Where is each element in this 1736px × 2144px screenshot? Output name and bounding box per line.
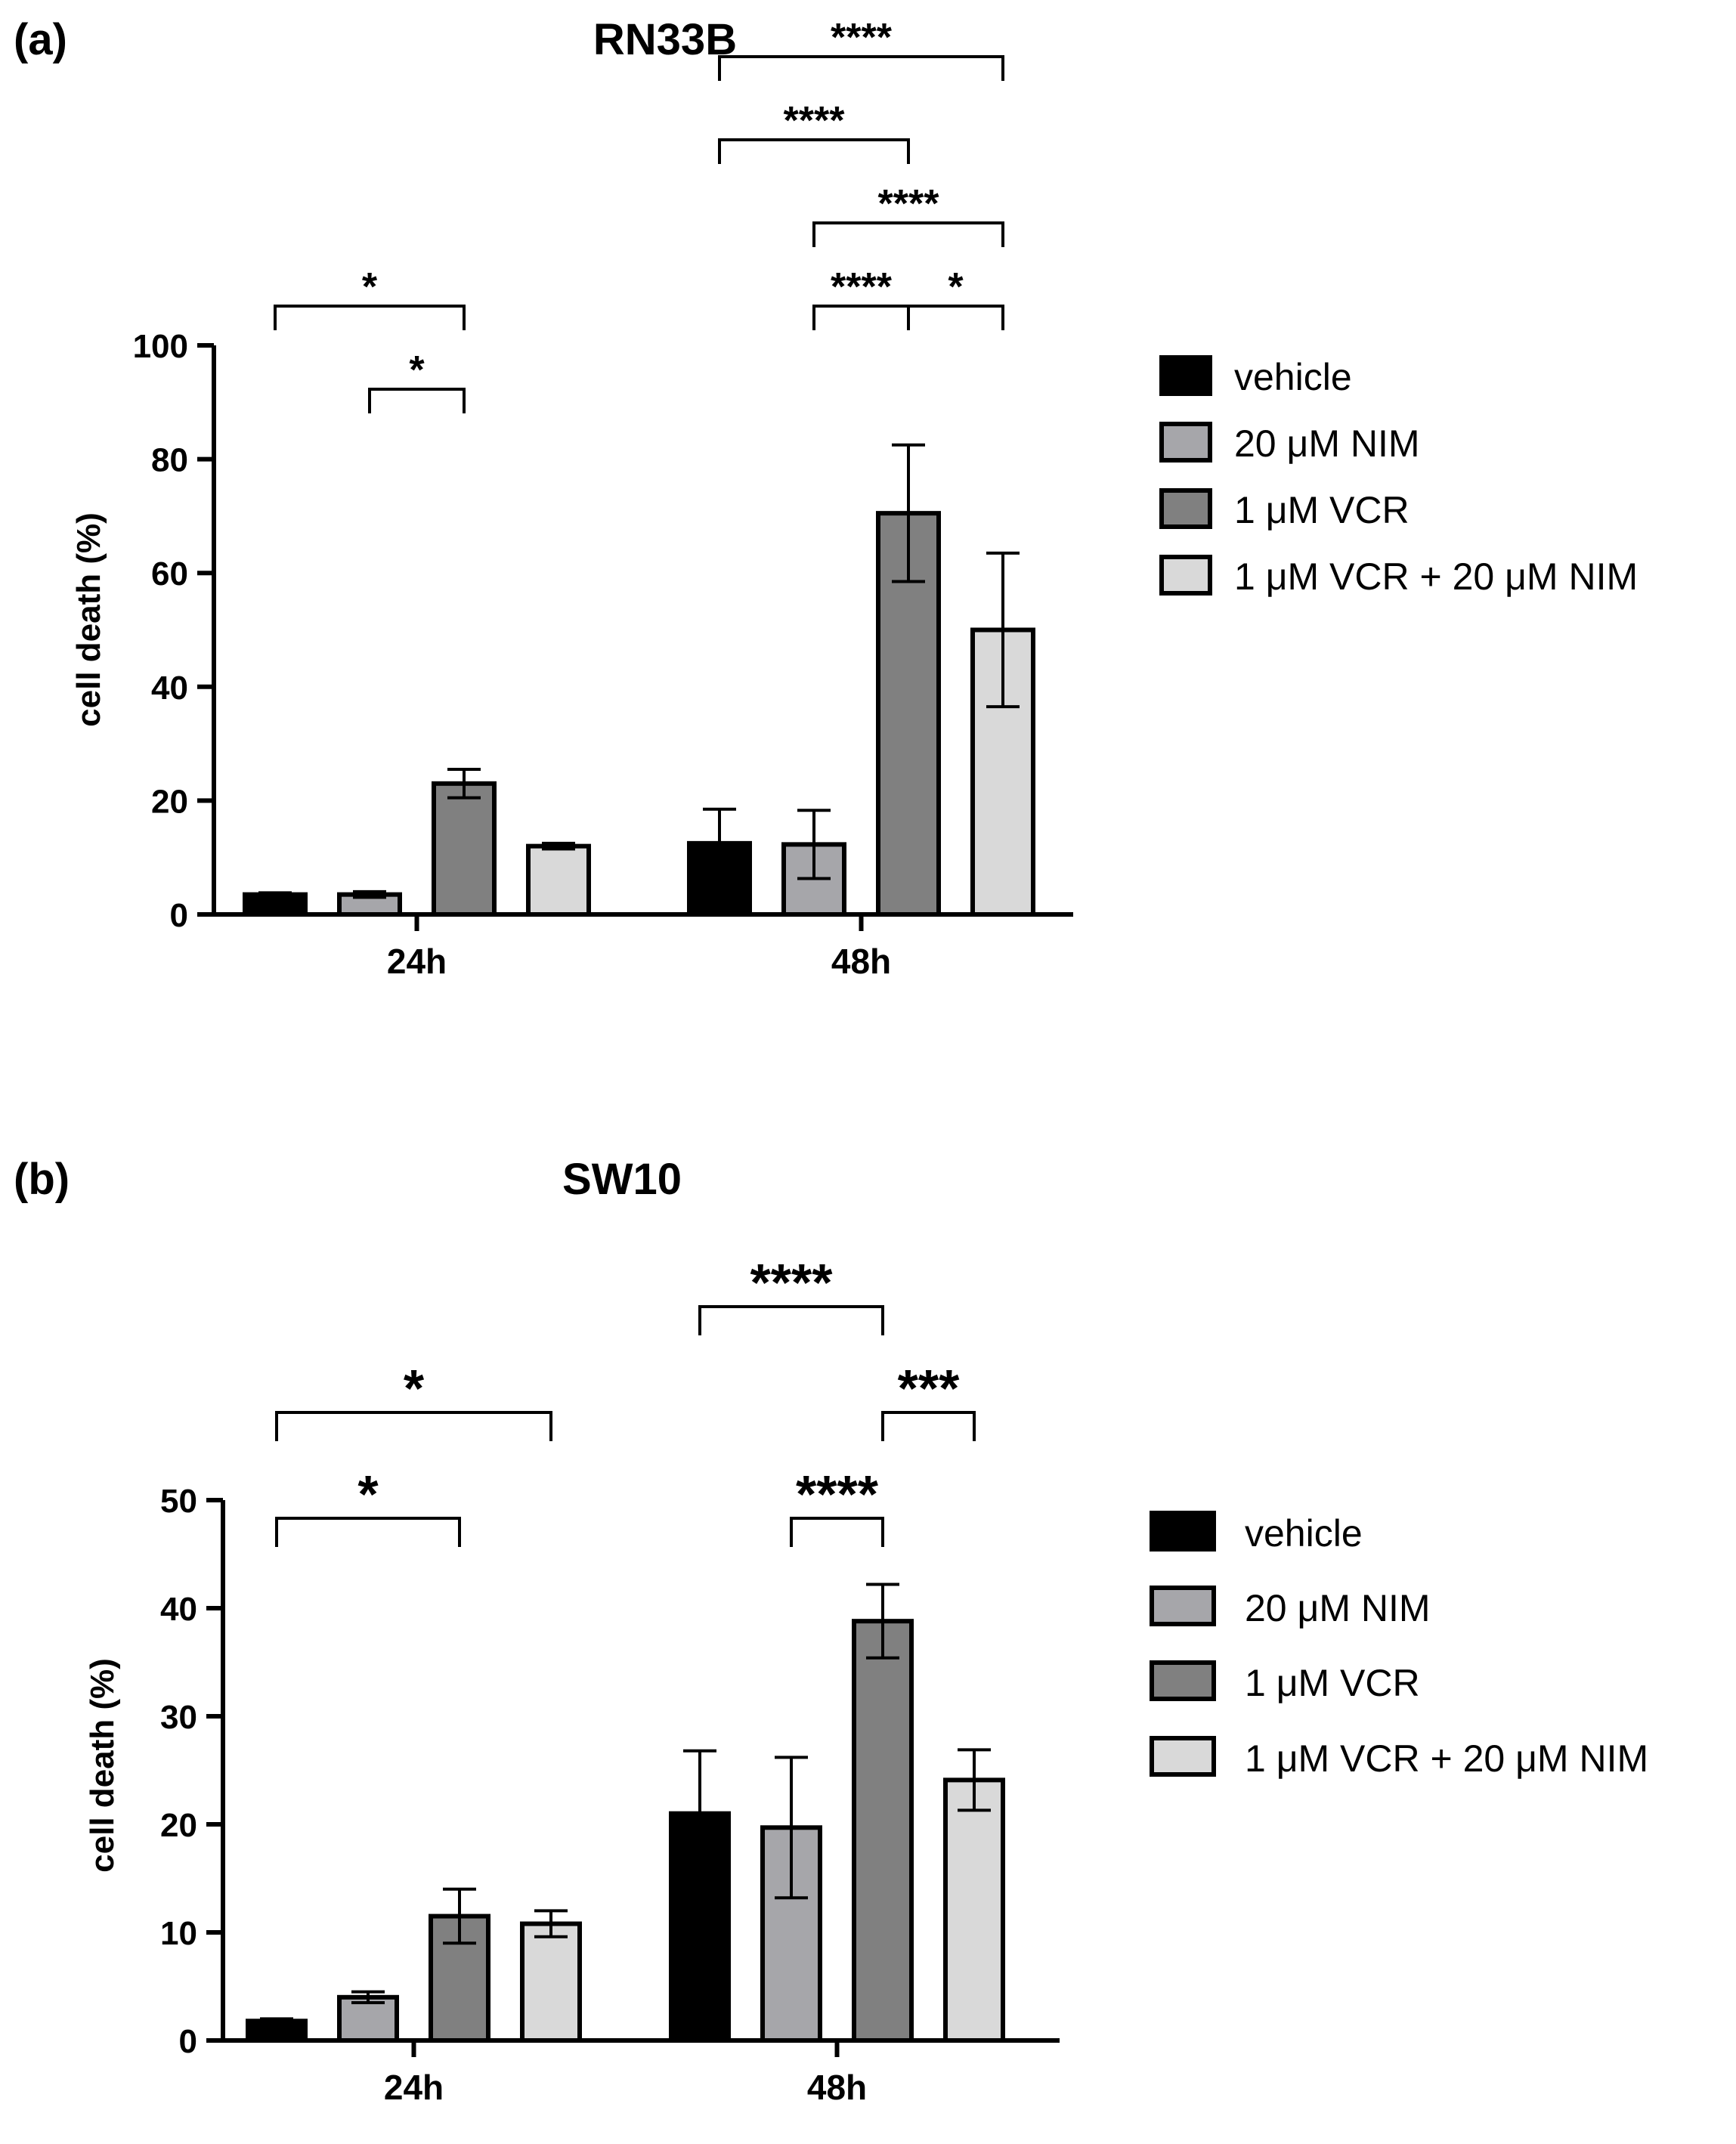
significance-bracket — [790, 1517, 884, 1547]
legend-swatch-nim — [1150, 1586, 1216, 1626]
legend-swatch-vcr — [1150, 1660, 1216, 1701]
legend-label: vehicle — [1245, 1512, 1363, 1555]
y-tick-label: 60 — [151, 555, 188, 592]
y-axis-label: cell death (%) — [84, 1658, 121, 1873]
legend-label: 1 μM VCR — [1245, 1662, 1420, 1704]
y-tick-label: 40 — [151, 670, 188, 707]
significance-label: **** — [831, 265, 893, 309]
significance-label: * — [404, 1359, 425, 1418]
legend: vehicle 20 μM NIM 1 μM VCR 1 μM VCR + 20… — [1159, 355, 1638, 598]
legend-item-vcr: 1 μM VCR — [1159, 488, 1410, 531]
legend-label: 20 μM NIM — [1245, 1587, 1431, 1629]
y-tick-label: 50 — [160, 1483, 197, 1520]
significance-bracket — [368, 388, 466, 413]
chart-title: RN33B — [593, 15, 737, 64]
significance-bracket — [907, 305, 1004, 330]
legend-label: 1 μM VCR + 20 μM NIM — [1234, 555, 1638, 598]
legend-label: 1 μM VCR + 20 μM NIM — [1245, 1737, 1648, 1780]
legend-item-nim: 20 μM NIM — [1159, 422, 1420, 465]
y-tick-label: 20 — [160, 1807, 197, 1844]
y-tick-label: 0 — [170, 897, 188, 934]
significance-bracket — [812, 221, 1004, 247]
y-tick-label: 20 — [151, 783, 188, 820]
x-tick-label: 48h — [831, 942, 891, 981]
significance-label: *** — [898, 1359, 960, 1418]
bar — [432, 781, 497, 917]
legend-item-vehicle: vehicle — [1159, 355, 1352, 398]
significance-bracket — [275, 1411, 552, 1441]
significance-bracket — [718, 55, 1004, 81]
x-tick-label: 24h — [387, 942, 447, 981]
significance-label: **** — [878, 182, 940, 226]
chart-title: SW10 — [562, 1155, 682, 1204]
panel-b: (b) SW10 cell death (%) 0 10 20 30 40 50 24h 48… — [14, 1155, 1648, 2107]
panel-label: (b) — [14, 1155, 70, 1204]
legend-item-vcr: 1 μM VCR — [1150, 1660, 1420, 1704]
y-tick-label: 0 — [179, 2023, 197, 2060]
legend-swatch-vcr — [1159, 488, 1212, 529]
legend-swatch-combo — [1150, 1736, 1216, 1777]
y-tick-label: 40 — [160, 1591, 197, 1628]
significance-label: * — [948, 265, 964, 309]
bar — [852, 1619, 914, 2043]
significance-bracket — [698, 1305, 884, 1335]
significance-bracket — [274, 305, 466, 330]
legend-label: vehicle — [1234, 356, 1352, 398]
y-tick-label: 10 — [160, 1915, 197, 1952]
bar — [520, 1921, 582, 2043]
significance-label: **** — [784, 99, 846, 143]
legend-item-vehicle: vehicle — [1150, 1511, 1363, 1555]
legend: vehicle 20 μM NIM 1 μM VCR 1 μM VCR + 20… — [1150, 1511, 1648, 1780]
y-tick-label: 80 — [151, 442, 188, 479]
legend-swatch-nim — [1159, 422, 1212, 463]
significance-bracket — [718, 138, 910, 164]
legend-item-nim: 20 μM NIM — [1150, 1586, 1431, 1629]
y-tick-label: 100 — [133, 328, 188, 365]
y-tick-label: 30 — [160, 1699, 197, 1736]
panel-a: (a) RN33B cell death (%) 0 20 40 60 80 100 24h… — [14, 15, 1638, 981]
legend-swatch-vehicle — [1159, 355, 1212, 396]
x-tick-label: 24h — [384, 2068, 444, 2107]
significance-label: * — [409, 348, 425, 392]
significance-bracket — [275, 1517, 461, 1547]
legend-swatch-vehicle — [1150, 1511, 1216, 1552]
legend-item-combo: 1 μM VCR + 20 μM NIM — [1159, 555, 1638, 598]
legend-swatch-combo — [1159, 555, 1212, 596]
significance-label: **** — [831, 16, 893, 60]
significance-label: **** — [796, 1465, 879, 1524]
y-axis-label: cell death (%) — [70, 512, 107, 727]
significance-label: **** — [750, 1253, 834, 1312]
bar — [526, 843, 591, 917]
legend-item-combo: 1 μM VCR + 20 μM NIM — [1150, 1736, 1648, 1780]
significance-bracket — [812, 305, 910, 330]
significance-label: * — [362, 265, 378, 309]
significance-bracket — [881, 1411, 976, 1441]
legend-label: 20 μM NIM — [1234, 422, 1420, 465]
legend-label: 1 μM VCR — [1234, 489, 1410, 531]
significance-label: * — [357, 1465, 379, 1524]
x-tick-label: 48h — [807, 2068, 867, 2107]
bar — [943, 1777, 1005, 2043]
panel-label: (a) — [14, 15, 67, 64]
